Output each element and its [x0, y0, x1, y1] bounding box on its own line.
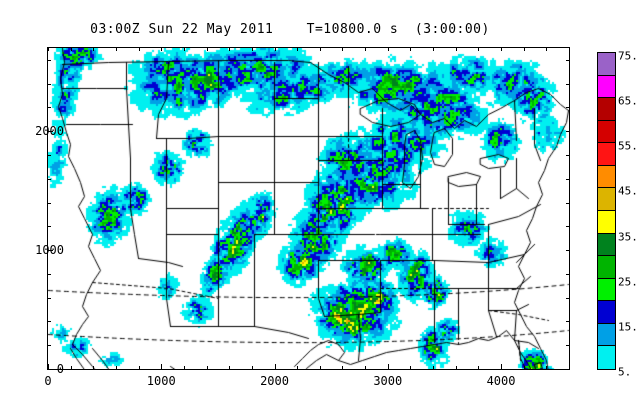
colorbar-band	[598, 210, 615, 234]
reflectivity-map	[48, 48, 569, 369]
plot-frame	[47, 47, 570, 370]
colorbar-band	[598, 120, 615, 144]
colorbar-band	[598, 233, 615, 257]
chart-title: 03:00Z Sun 22 May 2011 T=10800.0 s (3:00…	[90, 22, 490, 37]
colorbar	[597, 52, 616, 370]
colorbar-tick-label: 5.	[618, 365, 632, 379]
colorbar-band	[598, 75, 615, 99]
y-axis-tick-label: 2000	[35, 124, 64, 139]
colorbar-band	[598, 256, 615, 279]
x-axis-tick-label: 1000	[146, 374, 176, 388]
x-axis-tick-label: 2000	[260, 374, 289, 388]
x-axis-tick-label: 3000	[373, 374, 403, 388]
colorbar-tick-label: 25.	[618, 275, 638, 289]
x-axis-tick-label: 0	[44, 374, 52, 388]
colorbar-tick-label: 55.	[618, 139, 638, 153]
colorbar-tick-label: 45.	[618, 184, 638, 198]
colorbar-tick-label: 65.	[618, 94, 638, 108]
colorbar-tick-label: 35.	[618, 230, 638, 244]
colorbar-band	[598, 346, 615, 369]
colorbar-band	[598, 188, 615, 211]
colorbar-band	[598, 53, 615, 76]
y-axis-tick-label: 1000	[35, 243, 64, 258]
colorbar-band	[598, 323, 615, 347]
colorbar-band	[598, 165, 615, 189]
colorbar-band	[598, 278, 615, 302]
colorbar-band	[598, 98, 615, 121]
colorbar-band	[598, 301, 615, 324]
x-axis-tick-label: 4000	[486, 374, 516, 388]
colorbar-tick-label: 15.	[618, 320, 638, 334]
y-axis-tick-label: 0	[56, 362, 64, 376]
colorbar-band	[598, 143, 615, 166]
colorbar-tick-label: 75.	[618, 49, 638, 63]
